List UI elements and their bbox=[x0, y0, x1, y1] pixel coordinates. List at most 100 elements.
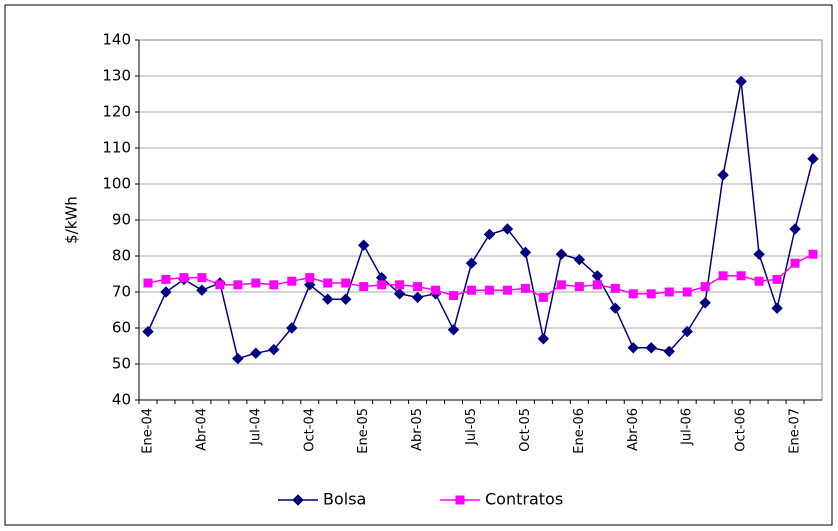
y-tick-label: 140 bbox=[102, 31, 131, 49]
data-point bbox=[304, 279, 316, 291]
data-point bbox=[341, 278, 351, 288]
data-point bbox=[286, 322, 298, 334]
data-point bbox=[483, 228, 496, 241]
data-point bbox=[215, 280, 225, 290]
y-tick-label: 90 bbox=[112, 211, 131, 229]
data-point bbox=[555, 248, 568, 260]
data-point bbox=[322, 293, 334, 305]
data-point bbox=[233, 280, 243, 290]
legend-marker bbox=[455, 495, 465, 505]
data-point bbox=[232, 352, 244, 365]
data-point bbox=[592, 280, 602, 290]
data-point bbox=[465, 257, 478, 269]
legend-label: Contratos bbox=[485, 490, 563, 509]
data-point bbox=[395, 280, 405, 290]
data-point bbox=[393, 288, 406, 300]
data-point bbox=[160, 286, 172, 298]
data-point bbox=[772, 274, 782, 284]
data-point bbox=[520, 283, 530, 293]
data-point bbox=[323, 278, 333, 288]
y-tick-label: 100 bbox=[102, 175, 131, 193]
x-tick-label: Ene-04 bbox=[140, 408, 155, 454]
legend-marker bbox=[292, 494, 304, 506]
data-point bbox=[736, 271, 746, 281]
data-point bbox=[645, 342, 657, 354]
y-tick-label: 70 bbox=[112, 283, 131, 301]
data-point bbox=[718, 271, 728, 281]
chart-border bbox=[4, 4, 833, 526]
data-point bbox=[646, 289, 656, 299]
data-point bbox=[556, 280, 566, 290]
x-tick-label: Ene-05 bbox=[356, 408, 371, 454]
y-tick-label: 130 bbox=[102, 67, 131, 85]
data-point bbox=[484, 285, 494, 295]
data-point bbox=[179, 273, 189, 283]
data-point bbox=[538, 292, 548, 302]
data-point bbox=[682, 287, 692, 297]
data-point bbox=[357, 239, 370, 251]
data-point bbox=[467, 285, 477, 295]
y-tick-label: 80 bbox=[112, 247, 131, 265]
data-point bbox=[447, 324, 460, 336]
data-point bbox=[197, 273, 207, 283]
x-tick-label: Abr-04 bbox=[194, 408, 209, 451]
data-point bbox=[735, 75, 747, 88]
data-point bbox=[142, 325, 154, 338]
y-tick-label: 60 bbox=[112, 319, 131, 337]
data-point bbox=[664, 287, 674, 297]
data-point bbox=[574, 282, 584, 292]
data-point bbox=[339, 293, 352, 305]
y-axis-label: $/kWh bbox=[63, 196, 81, 244]
x-tick-label: Abr-06 bbox=[626, 408, 641, 451]
x-tick-label: Oct-06 bbox=[734, 408, 749, 452]
data-point bbox=[269, 280, 279, 290]
x-tick-label: Ene-06 bbox=[572, 408, 587, 454]
data-point bbox=[790, 258, 800, 268]
data-point bbox=[413, 282, 423, 292]
x-tick-label: Abr-05 bbox=[410, 408, 425, 451]
data-point bbox=[431, 285, 441, 295]
data-point bbox=[251, 278, 261, 288]
data-point bbox=[754, 276, 764, 286]
y-tick-label: 50 bbox=[112, 355, 131, 373]
y-tick-label: 110 bbox=[102, 139, 131, 157]
data-point bbox=[627, 342, 639, 354]
x-tick-label: Oct-04 bbox=[302, 408, 317, 452]
data-point bbox=[287, 276, 297, 286]
data-point bbox=[359, 282, 369, 292]
data-point bbox=[609, 302, 622, 314]
data-point bbox=[628, 289, 638, 299]
y-tick-label: 40 bbox=[112, 391, 131, 409]
data-point bbox=[143, 278, 153, 288]
data-point bbox=[268, 343, 280, 356]
data-point bbox=[250, 347, 262, 359]
data-point bbox=[717, 169, 729, 181]
x-tick-label: Oct-05 bbox=[518, 408, 533, 452]
data-point bbox=[449, 291, 459, 301]
x-tick-label: Jul-04 bbox=[248, 408, 263, 446]
data-point bbox=[411, 291, 424, 304]
data-point bbox=[789, 223, 801, 235]
legend-label: Bolsa bbox=[323, 490, 366, 509]
data-point bbox=[807, 153, 819, 165]
data-point bbox=[519, 246, 532, 259]
data-point bbox=[161, 274, 171, 284]
y-tick-label: 120 bbox=[102, 103, 131, 121]
data-point bbox=[808, 249, 818, 259]
data-point bbox=[501, 223, 514, 235]
data-point bbox=[663, 345, 675, 358]
data-point bbox=[573, 253, 586, 266]
data-point bbox=[305, 273, 315, 283]
data-point bbox=[502, 285, 512, 295]
data-point bbox=[537, 333, 550, 345]
data-point bbox=[681, 325, 693, 338]
data-point bbox=[377, 280, 387, 290]
data-point bbox=[699, 297, 711, 309]
x-tick-label: Jul-06 bbox=[680, 408, 695, 446]
x-tick-label: Ene-07 bbox=[788, 408, 803, 454]
data-point bbox=[610, 283, 620, 293]
data-point bbox=[700, 282, 710, 292]
data-point bbox=[771, 302, 783, 314]
data-point bbox=[196, 284, 208, 296]
